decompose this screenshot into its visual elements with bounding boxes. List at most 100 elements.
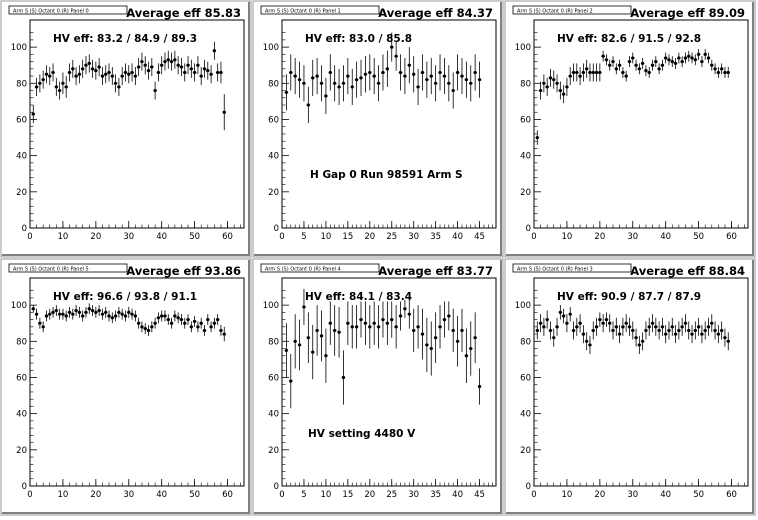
data-point: [160, 63, 164, 67]
data-point: [555, 325, 559, 329]
data-point: [302, 81, 306, 85]
data-point: [306, 103, 310, 107]
data-point: [673, 61, 678, 66]
data-point: [710, 321, 714, 325]
x-tick-label: 60: [222, 490, 233, 500]
data-point: [447, 314, 451, 318]
data-point: [196, 325, 200, 329]
x-tick-label: 0: [27, 490, 32, 500]
data-point: [311, 350, 315, 354]
x-tick-label: 0: [279, 490, 284, 500]
data-point: [654, 60, 658, 64]
data-point: [477, 384, 482, 389]
data-point: [209, 325, 213, 329]
data-point: [473, 336, 477, 340]
data-point: [209, 72, 213, 76]
data-point: [284, 348, 288, 352]
data-point: [637, 67, 641, 71]
data-point: [670, 325, 674, 329]
y-tick-label: 0: [22, 482, 27, 492]
data-point: [363, 321, 368, 325]
plot-frame: [281, 277, 497, 487]
data-point: [311, 76, 315, 80]
data-point: [81, 314, 85, 318]
data-point: [455, 70, 460, 75]
data-point: [94, 310, 98, 314]
data-point: [644, 328, 648, 333]
data-point: [41, 78, 45, 82]
histogram-title-box: [8, 5, 128, 15]
data-point: [216, 70, 220, 75]
data-point: [363, 72, 368, 76]
x-tick-label: 30: [123, 232, 134, 242]
data-point: [385, 321, 389, 325]
y-tick-label: 40: [268, 410, 279, 420]
histogram-title-text: Arm S (S) Octant 0 (R) Panel 4: [265, 267, 341, 273]
x-tick-label: 10: [562, 490, 573, 500]
x-tick-label: 25: [386, 232, 397, 242]
data-point: [677, 328, 681, 333]
histogram-title-box: [260, 263, 380, 273]
data-point: [107, 314, 111, 318]
data-point: [87, 307, 91, 311]
data-point: [627, 325, 632, 329]
data-point: [202, 67, 207, 71]
data-point: [381, 70, 385, 75]
data-point: [442, 74, 447, 78]
data-point: [100, 312, 105, 316]
panel-annotation: HV setting 4480 V: [308, 428, 416, 440]
data-point: [425, 343, 429, 347]
x-tick-label: 20: [364, 232, 375, 242]
data-point: [538, 88, 543, 93]
data-point: [38, 321, 42, 325]
panel-border: [252, 0, 504, 258]
data-point: [627, 60, 632, 64]
data-point: [120, 312, 124, 316]
data-point: [690, 56, 694, 60]
data-point: [542, 81, 546, 85]
data-point: [624, 321, 628, 325]
average-eff-label: Average eff 89.09: [630, 6, 745, 20]
data-point: [657, 67, 661, 71]
data-point: [565, 85, 569, 89]
data-point: [390, 318, 394, 322]
data-point: [337, 330, 341, 334]
data-point: [634, 63, 638, 67]
data-point: [548, 328, 553, 333]
data-point: [48, 312, 52, 316]
data-point: [140, 60, 144, 64]
data-point: [90, 308, 95, 313]
data-point: [460, 74, 464, 78]
data-point: [398, 314, 403, 318]
data-point: [193, 319, 197, 324]
data-point: [173, 58, 177, 62]
data-point: [222, 332, 226, 336]
data-point: [324, 94, 328, 98]
x-tick-label: 5: [301, 490, 306, 500]
data-point: [315, 328, 319, 333]
data-point: [647, 70, 651, 75]
data-point: [368, 325, 372, 329]
data-point: [127, 310, 131, 314]
average-eff-label: Average eff 93.86: [126, 264, 241, 278]
data-point: [720, 328, 724, 333]
panel-4: Arm S (S) Octant 0 (R) Panel 4 Average ef…: [252, 258, 504, 516]
y-tick-label: 80: [520, 79, 531, 89]
hv-eff-label: HV eff: 84.1 / 83.4: [305, 291, 412, 303]
histogram-title-box: [512, 263, 632, 273]
x-tick-label: 50: [189, 232, 200, 242]
data-point: [469, 81, 473, 85]
data-point: [306, 336, 310, 340]
data-point: [667, 58, 671, 62]
data-point: [359, 318, 363, 322]
data-point: [641, 339, 645, 343]
data-point: [77, 72, 81, 76]
average-eff-label: Average eff 88.84: [630, 264, 745, 278]
data-point: [575, 325, 579, 329]
data-point: [346, 321, 350, 325]
data-point: [710, 63, 714, 67]
data-point: [598, 318, 602, 322]
data-point: [700, 60, 704, 64]
data-point: [442, 318, 447, 322]
